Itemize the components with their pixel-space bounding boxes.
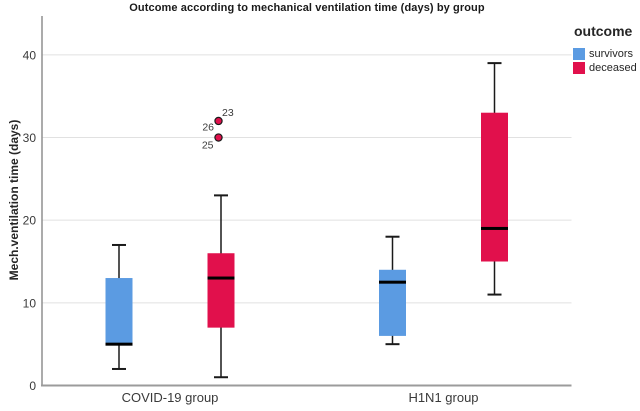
outlier-dot [214, 116, 223, 126]
y-tick-label: 40 [23, 48, 37, 62]
box-survivors-covid-19-group [105, 278, 133, 345]
legend-title: outcome [574, 23, 633, 39]
outlier-dot [214, 133, 223, 142]
median-line [379, 280, 406, 284]
median-line [481, 226, 508, 230]
x-category-label: COVID-19 group [122, 390, 219, 405]
y-tick-label: 10 [23, 296, 37, 310]
box-survivors-h1n1-group [379, 269, 406, 336]
y-tick-label: 20 [23, 214, 37, 228]
deceased-swatch-icon [573, 62, 585, 74]
legend: outcome survivors deceased [573, 23, 639, 75]
legend-item-deceased: deceased [573, 61, 639, 75]
median-line [207, 276, 235, 280]
outlier-case-label: 23 [222, 107, 234, 119]
survivors-swatch-icon [573, 48, 585, 60]
box-deceased-h1n1-group [481, 112, 508, 262]
chart-title: Outcome according to mechanical ventilat… [129, 2, 485, 14]
y-tick-label: 30 [23, 131, 37, 145]
y-tick-label: 0 [29, 379, 36, 393]
legend-item-label: survivors [589, 48, 634, 60]
outlier-case-label: 26 [202, 122, 214, 134]
box-deceased-covid-19-group [207, 253, 235, 328]
legend-item-survivors: survivors [573, 47, 639, 61]
legend-item-label: deceased [589, 62, 637, 74]
outlier-case-label: 25 [202, 140, 214, 152]
x-category-label: H1N1 group [408, 390, 478, 405]
median-line [105, 342, 133, 346]
